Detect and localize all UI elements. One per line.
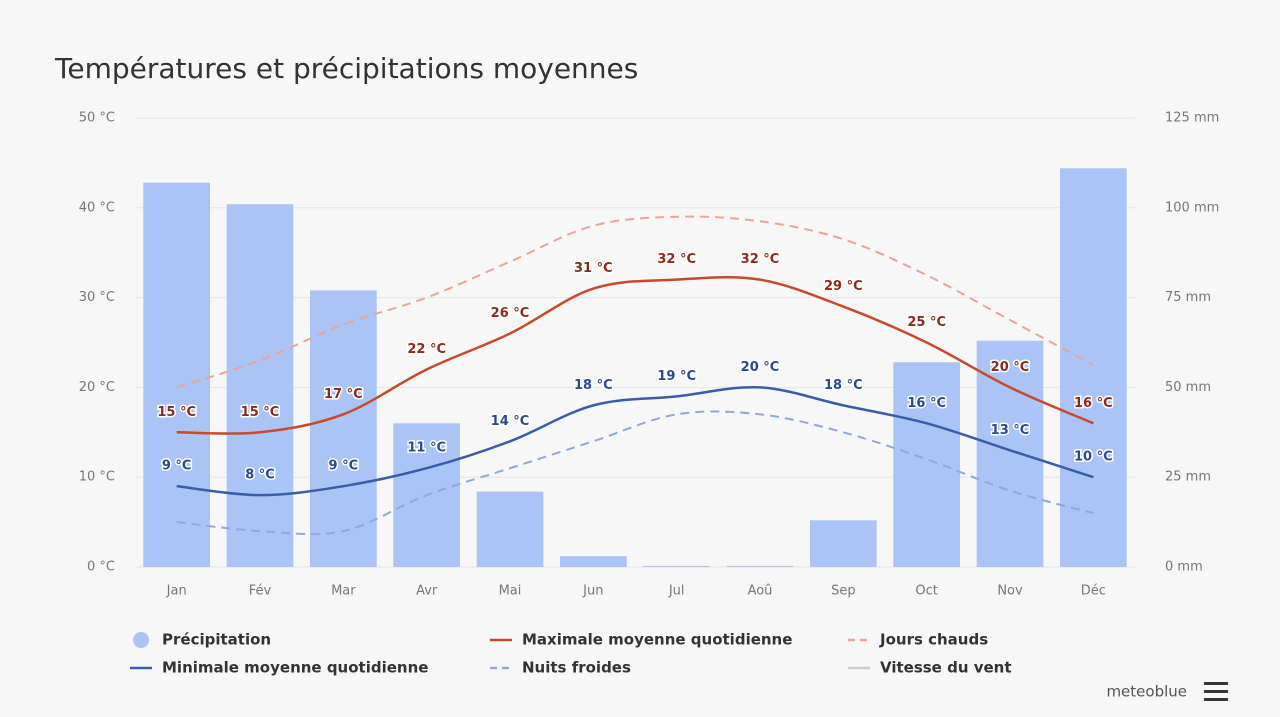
x-tick-label: Déc	[1081, 584, 1106, 599]
legend-symbol	[133, 632, 149, 648]
bar	[310, 290, 377, 567]
bar	[726, 565, 794, 567]
line	[176, 276, 1094, 435]
line	[176, 410, 1094, 536]
data-label: 26 °C	[491, 306, 530, 321]
legend-label[interactable]: Jours chauds	[879, 631, 988, 649]
data-label: 18 °C	[574, 378, 613, 393]
line	[176, 215, 1094, 389]
y-tick-label: 0 °C	[87, 560, 115, 575]
bar	[1060, 168, 1127, 567]
y2-tick-label: 25 mm	[1165, 470, 1211, 485]
legend-label[interactable]: Maximale moyenne quotidienne	[522, 631, 792, 649]
bar	[643, 565, 710, 567]
x-tick-label: Mai	[499, 584, 522, 599]
data-label: 9 °C	[329, 459, 359, 474]
data-label: 11 °C	[407, 441, 446, 456]
credit[interactable]: meteoblue	[1106, 683, 1187, 701]
data-label: 10 °C	[1074, 450, 1113, 465]
data-label: 14 °C	[491, 414, 530, 429]
x-tick-label: Jan	[166, 584, 187, 599]
y2-tick-label: 75 mm	[1165, 290, 1211, 305]
y-tick-label: 40 °C	[79, 200, 115, 215]
x-tick-label: Avr	[416, 584, 438, 599]
y-tick-label: 50 °C	[79, 111, 115, 126]
x-tick-label: Jul	[668, 584, 685, 599]
legend-label[interactable]: Nuits froides	[522, 659, 631, 677]
data-label: 15 °C	[157, 405, 196, 420]
y-tick-label: 30 °C	[79, 290, 115, 305]
data-label: 29 °C	[824, 279, 863, 294]
data-label: 22 °C	[407, 342, 446, 357]
bar	[143, 182, 210, 567]
data-label: 16 °C	[907, 396, 946, 411]
data-label: 8 °C	[245, 468, 275, 483]
y2-tick-label: 125 mm	[1165, 111, 1219, 126]
bar	[810, 520, 877, 567]
y2-tick-label: 0 mm	[1165, 560, 1203, 575]
legend-label[interactable]: Précipitation	[162, 631, 271, 649]
x-tick-label: Aoû	[748, 584, 773, 599]
data-label: 32 °C	[657, 252, 696, 267]
y-tick-label: 20 °C	[79, 380, 115, 395]
bar	[893, 362, 960, 567]
data-label: 20 °C	[741, 360, 780, 375]
data-label: 16 °C	[1074, 396, 1113, 411]
bar	[560, 556, 627, 567]
x-tick-label: Oct	[915, 584, 937, 599]
data-label: 13 °C	[991, 423, 1030, 438]
data-label: 17 °C	[324, 387, 363, 402]
x-tick-label: Jun	[582, 584, 603, 599]
legend-label[interactable]: Vitesse du vent	[880, 659, 1012, 677]
data-label: 32 °C	[741, 252, 780, 267]
data-label: 9 °C	[162, 459, 192, 474]
bar	[476, 491, 544, 567]
data-label: 20 °C	[991, 360, 1030, 375]
data-label: 18 °C	[824, 378, 863, 393]
data-label: 19 °C	[657, 369, 696, 384]
y-tick-label: 10 °C	[79, 470, 115, 485]
line	[176, 385, 1094, 497]
data-label: 31 °C	[574, 261, 613, 276]
legend-label[interactable]: Minimale moyenne quotidienne	[162, 659, 428, 677]
x-tick-label: Nov	[997, 584, 1023, 599]
data-label: 25 °C	[907, 315, 946, 330]
chart-title: Températures et précipitations moyennes	[54, 52, 638, 85]
y2-tick-label: 100 mm	[1165, 200, 1219, 215]
x-tick-label: Mar	[331, 584, 356, 599]
x-tick-label: Sep	[831, 584, 856, 599]
data-label: 15 °C	[241, 405, 280, 420]
bar	[226, 204, 294, 567]
bar	[976, 340, 1044, 567]
menu-icon[interactable]	[1204, 682, 1228, 701]
x-tick-label: Fév	[249, 584, 272, 599]
y2-tick-label: 50 mm	[1165, 380, 1211, 395]
